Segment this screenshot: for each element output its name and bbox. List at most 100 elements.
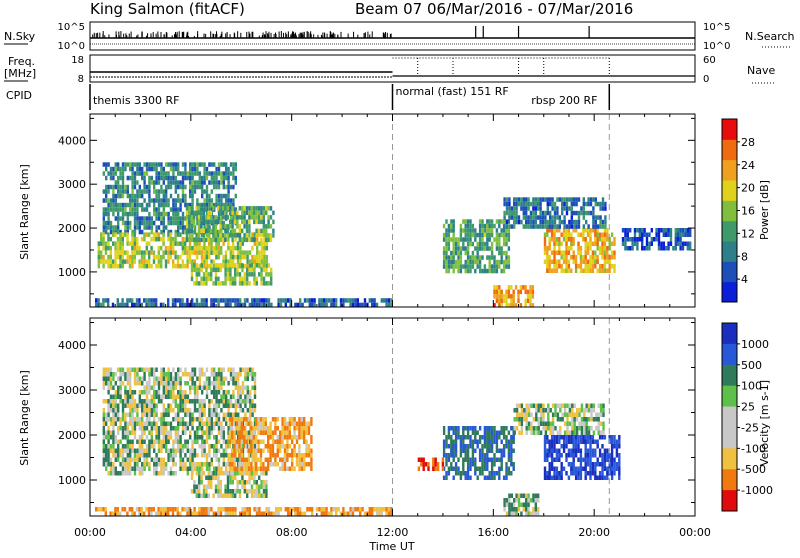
heatmap-cell: [247, 395, 249, 400]
heatmap-cell: [594, 462, 596, 467]
heatmap-cell: [175, 377, 177, 382]
heatmap-cell: [194, 390, 196, 395]
heatmap-cell: [462, 264, 464, 269]
heatmap-cell: [122, 431, 124, 436]
heatmap-cell: [520, 512, 522, 517]
heatmap-cell: [153, 422, 155, 427]
heatmap-cell: [115, 372, 117, 377]
heatmap-cell: [260, 281, 262, 286]
heatmap-cell: [244, 413, 246, 418]
heatmap-cell: [542, 215, 544, 220]
heatmap-cell: [179, 264, 181, 269]
heatmap-cell: [203, 189, 205, 194]
heatmap-cell: [103, 386, 105, 391]
heatmap-cell: [491, 224, 493, 229]
heatmap-cell: [246, 268, 248, 273]
heatmap-cell: [582, 233, 584, 238]
heatmap-cell: [234, 281, 236, 286]
heatmap-cell: [224, 471, 226, 476]
heatmap-cell: [508, 228, 510, 233]
heatmap-cell: [558, 471, 560, 476]
heatmap-cell: [481, 471, 483, 476]
heatmap-cell: [262, 462, 264, 467]
heatmap-cell: [479, 255, 481, 259]
heatmap-cell: [175, 431, 177, 436]
heatmap-cell: [124, 390, 126, 395]
heatmap-cell: [448, 228, 450, 233]
heatmap-cell: [604, 233, 606, 238]
heatmap-cell: [215, 224, 217, 229]
heatmap-cell: [505, 440, 507, 445]
heatmap-cell: [196, 268, 198, 273]
heatmap-cell: [291, 458, 293, 463]
heatmap-cell: [535, 498, 537, 503]
heatmap-cell: [616, 467, 618, 472]
heatmap-cell: [155, 232, 157, 237]
heatmap-cell: [199, 413, 201, 418]
heatmap-cell: [309, 298, 311, 303]
heatmap-cell: [136, 381, 138, 386]
heatmap-cell: [105, 449, 107, 454]
heatmap-cell: [592, 449, 594, 454]
heatmap-cell: [558, 242, 560, 247]
heatmap-cell: [194, 180, 196, 185]
heatmap-cell: [254, 381, 256, 386]
heatmap-cell: [208, 507, 210, 512]
heatmap-cell: [606, 246, 608, 251]
heatmap-cell: [246, 233, 248, 238]
heatmap-cell: [578, 211, 580, 216]
heatmap-cell: [501, 260, 503, 265]
heatmap-cell: [115, 381, 117, 386]
heatmap-cell: [153, 458, 155, 463]
heatmap-cell: [513, 440, 515, 445]
heatmap-cell: [270, 238, 272, 243]
heatmap-cell: [364, 298, 366, 303]
heatmap-cell: [298, 435, 300, 440]
heatmap-cell: [479, 453, 481, 458]
heatmap-cell: [613, 467, 615, 472]
heatmap-cell: [376, 507, 378, 512]
colorbar-swatch: [722, 139, 737, 160]
heatmap-cell: [210, 476, 212, 481]
heatmap-cell: [201, 386, 203, 391]
heatmap-cell: [310, 467, 312, 472]
heatmap-cell: [481, 246, 483, 251]
heatmap-cell: [160, 167, 162, 172]
heatmap-cell: [223, 440, 225, 445]
heatmap-cell: [127, 221, 129, 226]
heatmap-cell: [219, 238, 221, 243]
heatmap-cell: [203, 198, 205, 203]
heatmap-cell: [325, 507, 327, 512]
heatmap-cell: [549, 197, 551, 202]
heatmap-cell: [117, 386, 119, 391]
heatmap-cell: [129, 417, 131, 422]
heatmap-cell: [551, 237, 553, 242]
heatmap-cell: [253, 440, 255, 445]
heatmap-cell: [213, 435, 215, 440]
heatmap-cell: [119, 377, 121, 382]
heatmap-cell: [215, 180, 217, 185]
heatmap-cell: [150, 246, 152, 251]
heatmap-cell: [122, 194, 124, 199]
heatmap-cell: [597, 444, 599, 449]
heatmap-cell: [229, 440, 231, 445]
heatmap-cell: [448, 458, 450, 463]
nave-tick-bottom: 0: [703, 74, 709, 85]
heatmap-cell: [583, 211, 585, 216]
heatmap-cell: [469, 219, 471, 224]
heatmap-cell: [215, 440, 217, 445]
heatmap-cell: [237, 413, 239, 418]
heatmap-cell: [247, 372, 249, 377]
heatmap-cell: [165, 390, 167, 395]
heatmap-cell: [308, 444, 310, 449]
heatmap-cell: [549, 215, 551, 220]
heatmap-cell: [515, 285, 517, 290]
heatmap-cell: [479, 449, 481, 454]
heatmap-cell: [203, 167, 205, 172]
heatmap-cell: [474, 228, 476, 233]
heatmap-cell: [242, 255, 244, 260]
heatmap-cell: [153, 507, 155, 512]
heatmap-cell: [215, 408, 217, 413]
heatmap-cell: [196, 281, 198, 286]
heatmap-cell: [342, 298, 344, 303]
